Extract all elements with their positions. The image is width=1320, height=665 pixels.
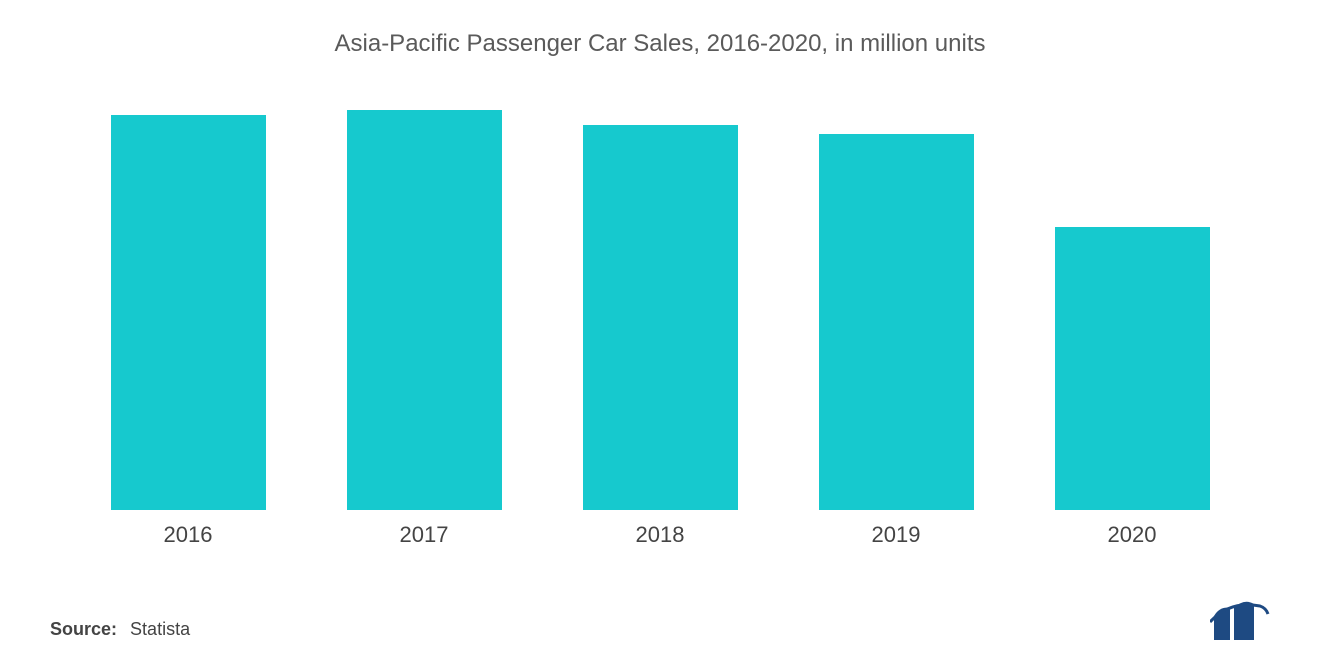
footer: Source: Statista xyxy=(50,598,1270,640)
bar-label-2016: 2016 xyxy=(164,522,213,548)
bar-label-2019: 2019 xyxy=(872,522,921,548)
chart-area: 2016 2017 2018 2019 2020 xyxy=(50,108,1270,548)
source-line: Source: Statista xyxy=(50,619,190,640)
chart-title: Asia-Pacific Passenger Car Sales, 2016-2… xyxy=(50,30,1270,58)
bar-group-2017: 2017 xyxy=(306,108,542,548)
bar-label-2020: 2020 xyxy=(1108,522,1157,548)
bar-group-2018: 2018 xyxy=(542,108,778,548)
source-value: Statista xyxy=(130,619,190,639)
bar-group-2019: 2019 xyxy=(778,108,1014,548)
bar-2017 xyxy=(347,110,502,510)
bar-group-2020: 2020 xyxy=(1014,108,1250,548)
brand-logo xyxy=(1210,598,1270,640)
bar-2020 xyxy=(1055,227,1210,510)
bar-group-2016: 2016 xyxy=(70,108,306,548)
logo-icon xyxy=(1210,598,1270,640)
bar-label-2017: 2017 xyxy=(400,522,449,548)
source-label: Source: xyxy=(50,619,117,639)
bar-2016 xyxy=(111,115,266,510)
bar-2019 xyxy=(819,134,974,510)
bar-2018 xyxy=(583,125,738,510)
bar-label-2018: 2018 xyxy=(636,522,685,548)
